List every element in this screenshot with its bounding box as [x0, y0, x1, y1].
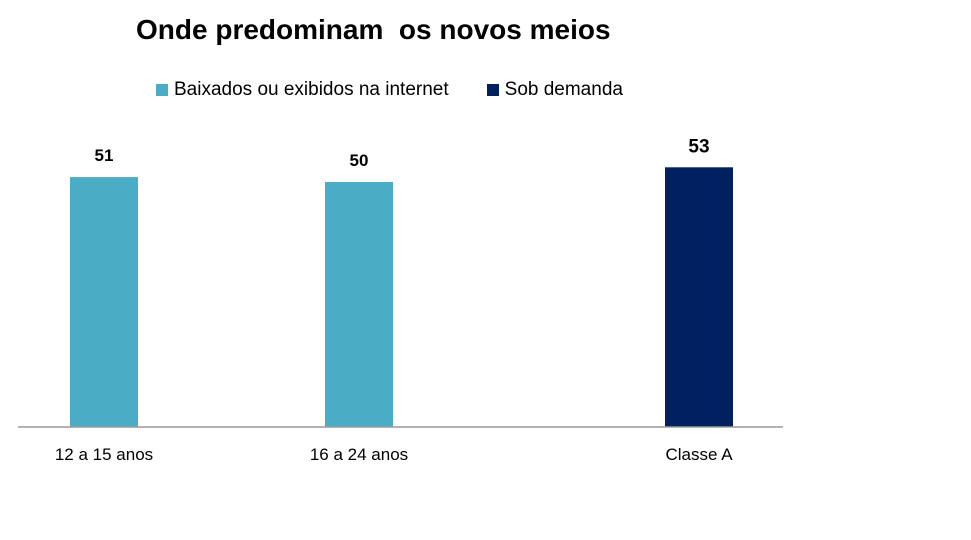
legend-swatch-sob-demanda: [486, 84, 499, 96]
bar-3: [665, 167, 733, 428]
data-label-2: 50: [350, 151, 369, 170]
data-label-1: 51: [95, 146, 114, 165]
legend-item-sob-demanda: Sob demanda: [486, 79, 623, 101]
bars-layer: [70, 167, 733, 428]
x-tick-label-1: 12 a 15 anos: [55, 445, 153, 464]
legend-label-internet: Baixados ou exibidos na internet: [174, 79, 449, 100]
legend-label-sob-demanda: Sob demanda: [504, 79, 623, 100]
legend-swatch-internet: [156, 84, 168, 96]
bar-1: [70, 177, 138, 427]
x-tick-label-2: 16 a 24 anos: [310, 445, 408, 464]
labels-layer: 51 12 a 15 anos 50 16 a 24 anos 53 Classe A: [55, 136, 733, 464]
legend-item-internet: Baixados ou exibidos na internet: [156, 79, 449, 101]
x-tick-label-3: Classe A: [665, 445, 733, 464]
chart-title: Onde predominam os novos meios: [136, 14, 611, 45]
data-label-3: 53: [688, 136, 709, 157]
bar-2: [325, 182, 393, 427]
legend: Baixados ou exibidos na internet Sob dem…: [156, 79, 623, 101]
